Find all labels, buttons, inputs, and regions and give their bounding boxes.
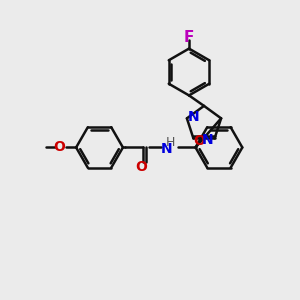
Text: N: N — [188, 110, 199, 124]
Text: H: H — [165, 136, 175, 149]
Text: N: N — [202, 133, 214, 147]
Text: O: O — [53, 140, 65, 154]
Text: N: N — [161, 142, 173, 156]
Text: O: O — [194, 134, 206, 148]
Text: F: F — [184, 30, 194, 45]
Text: O: O — [136, 160, 148, 174]
